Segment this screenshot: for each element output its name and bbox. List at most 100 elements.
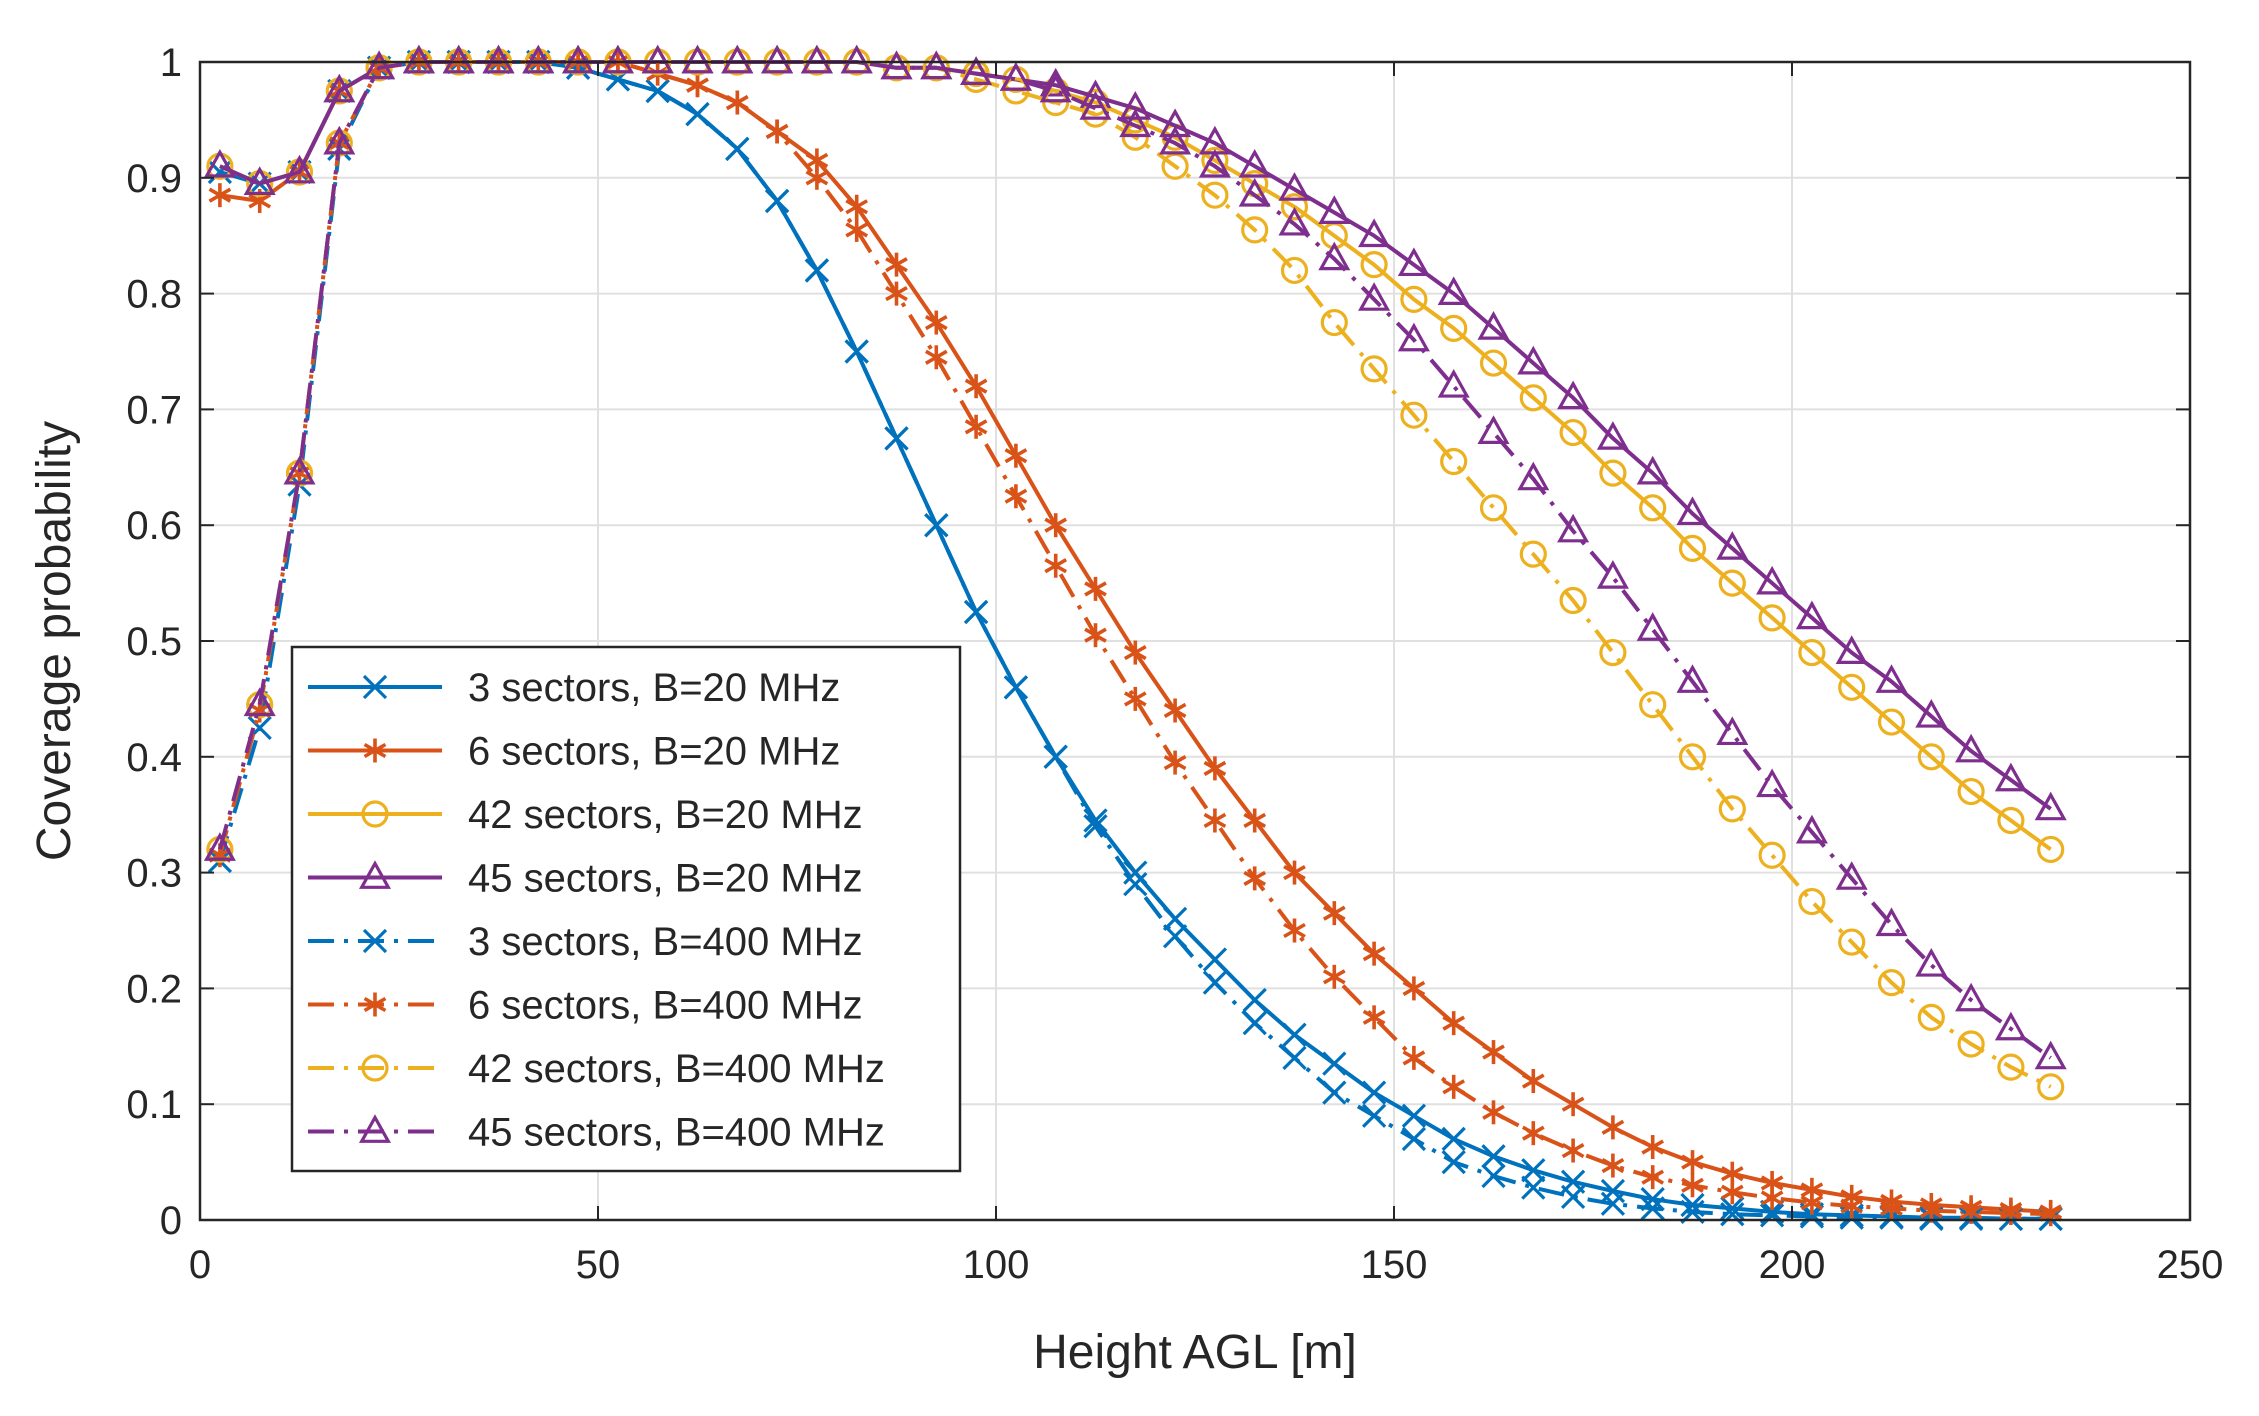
data-point <box>1517 345 1550 375</box>
data-point <box>1358 218 1391 248</box>
x-axis-label: Height AGL [m] <box>1033 1326 1357 1379</box>
marker-stroke <box>1004 448 1028 464</box>
data-point <box>1561 1138 1585 1163</box>
data-point <box>1676 496 1709 526</box>
marker-stroke <box>1202 970 1228 995</box>
data-point <box>1957 1030 1985 1058</box>
y-tick-label: 0.2 <box>126 967 182 1011</box>
series-line <box>217 60 2052 1089</box>
data-point <box>1560 1184 1586 1209</box>
data-point <box>1198 148 1231 178</box>
marker-stroke <box>1720 1202 1745 1227</box>
legend-item: 45 sectors, B=20 MHz <box>308 857 863 901</box>
legend-marker <box>362 674 388 700</box>
data-point <box>885 252 908 277</box>
data-point <box>1477 415 1510 444</box>
data-point <box>1997 1053 2025 1081</box>
legend-item: 3 sectors, B=20 MHz <box>308 666 840 710</box>
marker-stroke <box>1043 744 1068 769</box>
data-point <box>1320 308 1348 337</box>
data-point <box>1957 777 1985 806</box>
data-point <box>1799 1204 1825 1229</box>
data-point <box>1159 108 1192 138</box>
data-point <box>1159 125 1192 155</box>
marker-stroke <box>1919 1203 1943 1219</box>
data-point <box>721 44 754 74</box>
data-point <box>1519 540 1547 568</box>
legend-box <box>290 645 962 1173</box>
marker-stroke <box>1600 1191 1626 1216</box>
data-point <box>1955 982 1988 1012</box>
marker-stroke <box>1641 1169 1665 1185</box>
data-point <box>208 183 232 208</box>
marker-stroke <box>1202 947 1228 972</box>
y-tick-label: 1 <box>160 41 182 85</box>
data-point <box>1838 673 1866 701</box>
marker-stroke <box>924 314 948 331</box>
data-point <box>1044 553 1068 578</box>
marker-stroke <box>1283 922 1306 939</box>
data-point <box>1639 691 1667 719</box>
data-point <box>1242 987 1267 1013</box>
marker-stroke <box>1362 1009 1386 1025</box>
data-point <box>1600 1191 1626 1216</box>
data-point <box>800 44 833 74</box>
data-point <box>884 426 909 451</box>
marker-stroke <box>805 152 829 168</box>
marker-stroke <box>1759 1203 1785 1228</box>
data-point <box>1318 241 1351 271</box>
data-point <box>1917 743 1945 771</box>
legend-marker <box>361 1054 389 1082</box>
marker-stroke <box>1681 1154 1704 1170</box>
marker-stroke <box>844 339 869 364</box>
data-point <box>1880 1196 1903 1221</box>
data-point <box>1079 91 1112 120</box>
data-point <box>1442 1011 1466 1036</box>
data-point <box>1084 623 1107 648</box>
data-point <box>845 217 869 242</box>
legend-label: 42 sectors, B=20 MHz <box>468 793 863 837</box>
marker-stroke <box>1442 1015 1466 1031</box>
data-point <box>2034 791 2067 821</box>
data-point <box>1083 808 1108 833</box>
marker-stroke <box>1521 1158 1546 1183</box>
data-point <box>686 73 709 98</box>
data-point <box>1202 947 1228 972</box>
marker-stroke <box>1004 488 1028 504</box>
marker-stroke <box>884 426 909 451</box>
data-point <box>1915 698 1948 728</box>
marker-stroke <box>845 199 869 215</box>
data-point <box>1322 901 1346 926</box>
marker-stroke <box>645 78 670 104</box>
y-tick-label: 0.7 <box>126 388 182 432</box>
data-point <box>2037 1073 2065 1101</box>
data-point <box>1559 586 1587 615</box>
marker-stroke <box>1800 1195 1824 1211</box>
data-point <box>1636 612 1669 641</box>
data-point <box>1681 1173 1704 1198</box>
data-point <box>1875 907 1908 937</box>
data-point <box>1238 177 1271 207</box>
data-point <box>442 44 475 74</box>
data-point <box>761 44 794 74</box>
data-point <box>805 165 829 190</box>
marker-stroke <box>363 996 387 1013</box>
data-point <box>845 194 869 219</box>
data-point <box>1798 887 1826 916</box>
marker-stroke <box>1402 1050 1426 1066</box>
data-point <box>1123 686 1147 711</box>
data-point <box>1004 443 1028 468</box>
marker-stroke <box>1442 1079 1466 1095</box>
data-point <box>960 56 993 85</box>
data-point <box>1397 247 1430 277</box>
marker-stroke <box>1760 1190 1784 1206</box>
marker-stroke <box>1361 1103 1387 1128</box>
data-point <box>1519 384 1547 412</box>
marker-stroke <box>363 742 387 759</box>
data-point <box>1800 1190 1824 1215</box>
data-point <box>1282 1045 1307 1071</box>
data-point <box>323 125 356 155</box>
marker-stroke <box>1162 924 1188 949</box>
data-point <box>1442 1074 1466 1099</box>
legend-label: 42 sectors, B=400 MHz <box>468 1047 885 1091</box>
